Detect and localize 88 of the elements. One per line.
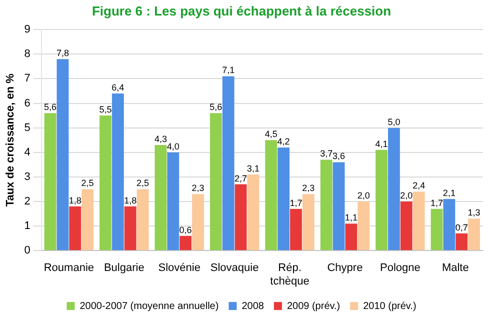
x-tick-label: Slovaquie <box>210 262 259 274</box>
data-label: 4,3 <box>154 134 167 144</box>
data-label: 2,3 <box>302 183 315 194</box>
y-tick-label: 1 <box>24 220 30 232</box>
bar <box>100 116 112 250</box>
data-label: 7,1 <box>222 65 235 76</box>
bar <box>167 152 180 250</box>
data-label: 3,7 <box>320 148 333 159</box>
bar <box>112 93 124 250</box>
bar <box>278 147 290 250</box>
data-label: 2,1 <box>442 188 456 198</box>
bar <box>44 113 56 250</box>
bar <box>412 192 425 250</box>
data-label: 3,6 <box>332 151 346 162</box>
bar <box>345 224 358 250</box>
bar <box>222 76 234 250</box>
y-tick-label: 9 <box>24 24 30 36</box>
data-label: 0,7 <box>455 222 468 232</box>
bar <box>154 145 167 250</box>
y-tick-label: 7 <box>24 72 30 85</box>
x-tick-label: Bulgarie <box>104 262 144 274</box>
bar <box>124 206 136 250</box>
legend-label: 2008 <box>242 300 264 312</box>
y-tick-label: 2 <box>24 196 30 208</box>
bar <box>320 160 332 250</box>
data-label: 2,4 <box>412 180 426 191</box>
data-label: 2,7 <box>234 173 248 184</box>
bar <box>358 201 370 250</box>
data-label: 1,7 <box>430 198 444 208</box>
bar <box>210 113 222 250</box>
data-label: 2,3 <box>192 183 204 194</box>
data-label: 1,8 <box>124 195 137 206</box>
y-tick-label: 3 <box>24 170 30 183</box>
bar <box>136 189 149 250</box>
data-label: 5,6 <box>44 102 57 112</box>
bar <box>332 162 345 250</box>
bar <box>443 199 456 250</box>
bar <box>302 194 314 250</box>
data-label: 5,0 <box>388 116 400 127</box>
bar <box>56 59 69 250</box>
data-label: 0,6 <box>179 224 192 235</box>
data-label: 4,2 <box>277 136 290 146</box>
x-tick-label: Rép. tchèque <box>270 262 310 288</box>
x-tick-label: Chypre <box>327 262 363 274</box>
bar <box>69 206 82 250</box>
data-label: 6,4 <box>112 82 124 92</box>
data-label: 1,8 <box>68 195 82 206</box>
bar <box>376 150 388 250</box>
legend-label: 2000-2007 (moyenne annuelle) <box>80 300 219 312</box>
y-tick-label: 6 <box>24 97 30 110</box>
data-label: 5,5 <box>99 104 112 115</box>
data-label: 1,3 <box>468 208 480 218</box>
y-axis-title: Taux de croissance, en % <box>4 73 17 207</box>
x-tick-label: Malte <box>442 262 469 274</box>
y-tick-label: 8 <box>24 48 30 60</box>
data-label: 4,1 <box>375 138 388 149</box>
bar <box>468 218 480 250</box>
y-tick-label: 0 <box>24 244 30 257</box>
bar <box>265 140 278 250</box>
x-tick-label: Pologne <box>380 262 420 274</box>
data-label: 2,0 <box>357 190 370 200</box>
data-label: 4,0 <box>166 141 180 152</box>
data-label: 3,1 <box>246 163 260 174</box>
data-label: 5,6 <box>210 102 222 112</box>
bar <box>82 189 94 250</box>
bar <box>192 194 204 250</box>
chart-title: Figure 6 : Les pays qui échappent à la récession <box>92 3 392 18</box>
legend-label: 2009 (prév.) <box>286 300 340 312</box>
bar <box>388 128 400 250</box>
x-tick-label: Slovénie <box>158 262 200 274</box>
bar <box>430 208 443 250</box>
data-label: 1,1 <box>344 212 358 223</box>
data-label: 1,7 <box>290 198 302 208</box>
bar <box>290 208 302 250</box>
bar <box>180 236 192 250</box>
bar <box>456 233 468 250</box>
data-label: 7,8 <box>56 48 69 58</box>
bar <box>247 174 260 250</box>
bar <box>234 184 247 250</box>
data-label: 2,5 <box>81 178 94 188</box>
data-label: 2,5 <box>136 178 150 188</box>
bar <box>400 201 412 250</box>
data-label: 2,0 <box>400 190 413 200</box>
data-label: 4,5 <box>264 129 278 140</box>
legend-label: 2010 (prév.) <box>363 300 416 312</box>
y-tick-label: 4 <box>24 146 30 158</box>
x-tick-label: Roumanie <box>44 262 94 274</box>
y-tick-label: 5 <box>24 122 30 134</box>
